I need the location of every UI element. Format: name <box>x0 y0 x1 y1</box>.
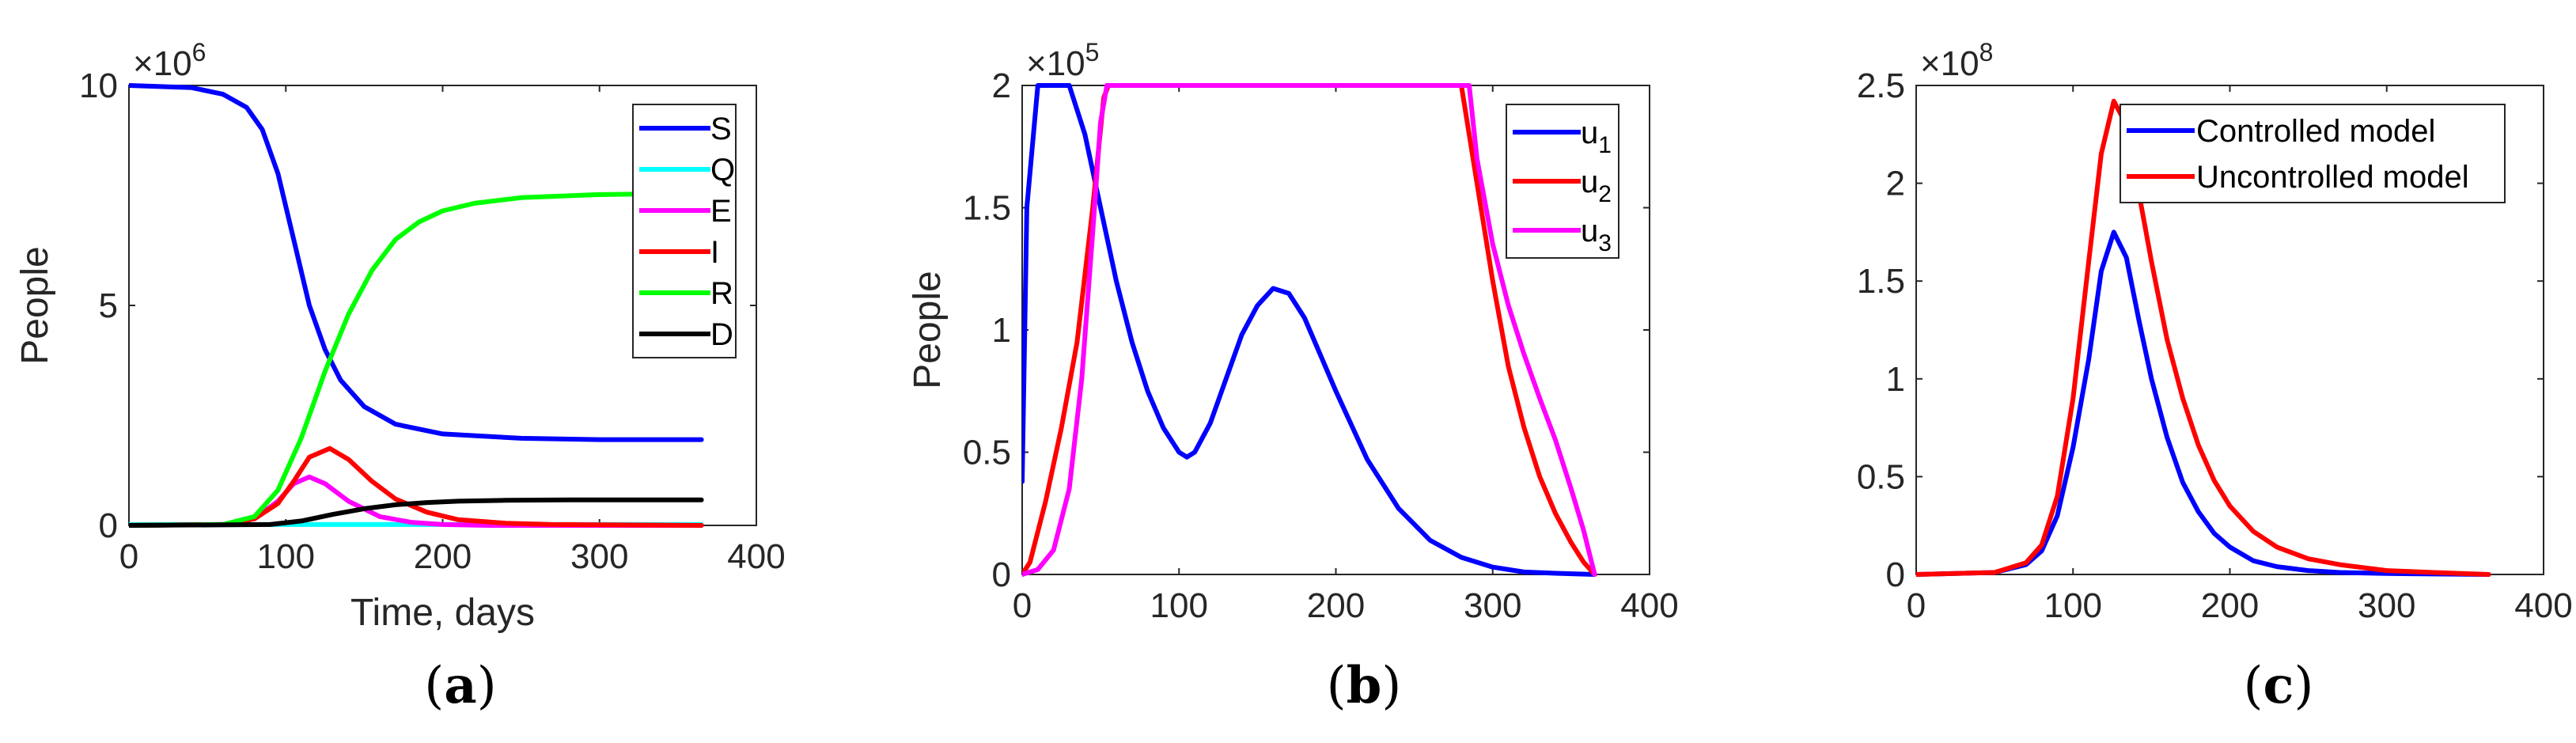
legend-box <box>2120 104 2506 203</box>
x-tick-label: 0 <box>119 537 138 576</box>
series-line-u2 <box>1022 83 1597 577</box>
panel-letter: b <box>1347 656 1382 715</box>
series-line-r <box>129 191 704 528</box>
y-tick-label: 1 <box>992 311 1011 350</box>
panel-paren-open: ( <box>424 657 444 715</box>
y-tick-label: 2 <box>992 66 1011 105</box>
legend-label: S <box>710 112 732 146</box>
series-line-i <box>129 445 704 528</box>
y-tick-label: 2.5 <box>1857 66 1905 105</box>
legend-label-subscript: 3 <box>1598 230 1612 256</box>
legend-label: I <box>710 235 719 270</box>
y-tick-label: 0 <box>1886 555 1905 594</box>
x-tick-label: 400 <box>2514 586 2572 625</box>
legend-label: R <box>710 276 733 311</box>
y-tick-label: 0 <box>99 506 118 545</box>
chart-c: 0 100 200 300 400 0 0.5 1 1.5 2 2.5 ×108 Controlled … <box>1857 38 2573 715</box>
x-tick-label: 300 <box>2358 586 2415 625</box>
series-line-u3 <box>1022 83 1597 577</box>
panel-paren-open: ( <box>1327 657 1347 715</box>
x-tick-label: 300 <box>570 537 628 576</box>
legend-label: Uncontrolled model <box>2196 160 2469 195</box>
x-tick-label: 200 <box>414 537 472 576</box>
chart-b: 0 100 200 300 40000.511.52×105Peopleu1u2u3(b… <box>907 38 1679 715</box>
y-axis-label: People <box>907 271 949 389</box>
x-tick-label: 200 <box>1307 586 1365 625</box>
legend-label: D <box>710 317 733 352</box>
y-tick-label: 1.5 <box>963 189 1011 228</box>
axis-exponent: ×106 <box>133 38 206 83</box>
y-tick-label: 1 <box>1886 360 1905 399</box>
y-tick-label: 0.5 <box>1857 457 1905 496</box>
x-axis-label: Time, days <box>350 592 535 634</box>
panel-letter: c <box>2263 656 2294 715</box>
panel-letter: a <box>444 656 476 715</box>
axis-exponent: ×108 <box>1920 38 1993 83</box>
legend-box <box>632 104 737 358</box>
y-tick-label: 0 <box>992 555 1011 594</box>
x-tick-label: 0 <box>1907 586 1926 625</box>
x-tick-label: 400 <box>1620 586 1678 625</box>
series-line-s <box>129 83 704 442</box>
axis-exponent-power: 6 <box>192 38 206 66</box>
panel-paren-close: ) <box>1381 657 1401 715</box>
x-tick-label: 400 <box>727 537 785 576</box>
x-tick-label: 200 <box>2201 586 2259 625</box>
legend-label: Controlled model <box>2196 114 2435 149</box>
axis-exponent-power: 8 <box>1979 38 1994 66</box>
chart-a: 0 100 200 300 400 0 5 10 ×106 People Time, days SQE… <box>14 38 786 715</box>
panel-label: (a) <box>424 656 496 715</box>
panel-paren-open: ( <box>2244 657 2263 715</box>
y-tick-label: 10 <box>79 66 118 105</box>
panel-paren-close: ) <box>477 657 497 715</box>
legend-label-subscript: 1 <box>1598 132 1612 158</box>
axis-exponent-power: 5 <box>1085 38 1100 66</box>
series-line-u1 <box>1022 83 1597 577</box>
y-tick-label: 5 <box>99 286 118 325</box>
x-tick-label: 100 <box>2044 586 2102 625</box>
x-tick-label: 100 <box>257 537 315 576</box>
y-tick-label: 0.5 <box>963 434 1011 472</box>
axis-exponent: ×105 <box>1026 38 1099 83</box>
legend-label-subscript: 2 <box>1598 181 1612 207</box>
y-tick-label: 1.5 <box>1857 262 1905 301</box>
x-tick-label: 0 <box>1013 586 1032 625</box>
series-line-d <box>129 497 704 528</box>
panel-paren-close: ) <box>2294 657 2313 715</box>
x-tick-label: 300 <box>1464 586 1521 625</box>
y-axis-label: People <box>14 246 56 364</box>
series-line-uncontrolled-model <box>1916 98 2491 577</box>
legend-label: E <box>710 194 732 229</box>
x-tick-label: 100 <box>1150 586 1208 625</box>
panel-label: (c) <box>2244 656 2314 715</box>
y-tick-label: 2 <box>1886 165 1905 203</box>
panel-label: (b) <box>1327 656 1402 715</box>
series-line-controlled-model <box>1916 229 2491 577</box>
legend-label: Q <box>710 153 735 188</box>
